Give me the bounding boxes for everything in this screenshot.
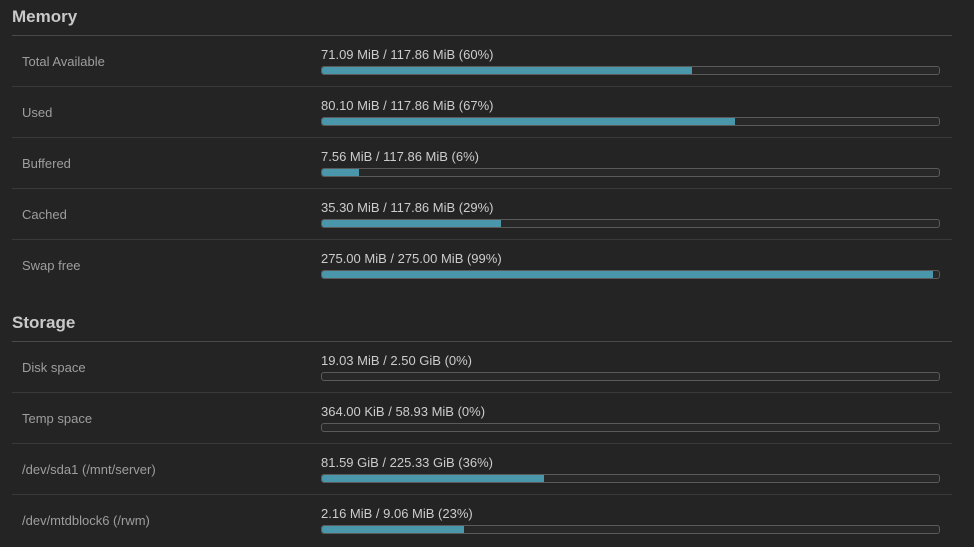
- row-value: 71.09 MiB / 117.86 MiB (60%): [321, 47, 940, 75]
- row-value: 2.16 MiB / 9.06 MiB (23%): [321, 506, 940, 534]
- usage-text: 7.56 MiB / 117.86 MiB (6%): [321, 149, 479, 164]
- section-title: Memory: [12, 2, 952, 36]
- row-label: /dev/mtdblock6 (/rwm): [22, 512, 150, 528]
- usage-text: 81.59 GiB / 225.33 GiB (36%): [321, 455, 493, 470]
- progress-bar: [321, 372, 940, 381]
- section-rows: Disk space 19.03 MiB / 2.50 GiB (0%) Tem…: [12, 342, 952, 545]
- progress-bar: [321, 219, 940, 228]
- row-label: Total Available: [22, 53, 105, 69]
- row-label: Buffered: [22, 155, 71, 171]
- progress-bar: [321, 270, 940, 279]
- status-row: Buffered 7.56 MiB / 117.86 MiB (6%): [12, 138, 952, 189]
- section-title: Storage: [12, 308, 952, 342]
- usage-text: 275.00 MiB / 275.00 MiB (99%): [321, 251, 502, 266]
- row-label: Disk space: [22, 359, 86, 375]
- progress-bar: [321, 66, 940, 75]
- status-row: Swap free 275.00 MiB / 275.00 MiB (99%): [12, 240, 952, 290]
- resource-status-page: Memory Total Available 71.09 MiB / 117.8…: [12, 2, 952, 545]
- status-row: Used 80.10 MiB / 117.86 MiB (67%): [12, 87, 952, 138]
- row-label: Temp space: [22, 410, 93, 426]
- row-value: 19.03 MiB / 2.50 GiB (0%): [321, 353, 940, 381]
- status-section: Storage Disk space 19.03 MiB / 2.50 GiB …: [12, 308, 952, 545]
- status-row: Total Available 71.09 MiB / 117.86 MiB (…: [12, 36, 952, 87]
- status-row: Temp space 364.00 KiB / 58.93 MiB (0%): [12, 393, 952, 444]
- row-label: Swap free: [22, 257, 81, 273]
- progress-fill: [322, 475, 545, 482]
- row-value: 80.10 MiB / 117.86 MiB (67%): [321, 98, 940, 126]
- progress-fill: [322, 118, 736, 125]
- row-value: 7.56 MiB / 117.86 MiB (6%): [321, 149, 940, 177]
- status-row: Cached 35.30 MiB / 117.86 MiB (29%): [12, 189, 952, 240]
- progress-fill: [322, 526, 464, 533]
- progress-bar: [321, 474, 940, 483]
- progress-bar: [321, 525, 940, 534]
- usage-text: 35.30 MiB / 117.86 MiB (29%): [321, 200, 494, 215]
- usage-text: 71.09 MiB / 117.86 MiB (60%): [321, 47, 494, 62]
- progress-fill: [322, 67, 693, 74]
- progress-bar: [321, 423, 940, 432]
- usage-text: 80.10 MiB / 117.86 MiB (67%): [321, 98, 494, 113]
- status-section: Memory Total Available 71.09 MiB / 117.8…: [12, 2, 952, 290]
- row-value: 81.59 GiB / 225.33 GiB (36%): [321, 455, 940, 483]
- row-value: 35.30 MiB / 117.86 MiB (29%): [321, 200, 940, 228]
- row-label: Cached: [22, 206, 67, 222]
- progress-fill: [322, 220, 501, 227]
- progress-fill: [322, 271, 933, 278]
- row-value: 364.00 KiB / 58.93 MiB (0%): [321, 404, 940, 432]
- usage-text: 364.00 KiB / 58.93 MiB (0%): [321, 404, 486, 419]
- status-row: /dev/sda1 (/mnt/server) 81.59 GiB / 225.…: [12, 444, 952, 495]
- section-rows: Total Available 71.09 MiB / 117.86 MiB (…: [12, 36, 952, 290]
- usage-text: 2.16 MiB / 9.06 MiB (23%): [321, 506, 473, 521]
- row-label: /dev/sda1 (/mnt/server): [22, 461, 156, 477]
- progress-bar: [321, 168, 940, 177]
- status-row: Disk space 19.03 MiB / 2.50 GiB (0%): [12, 342, 952, 393]
- status-row: /dev/mtdblock6 (/rwm) 2.16 MiB / 9.06 Mi…: [12, 495, 952, 545]
- usage-text: 19.03 MiB / 2.50 GiB (0%): [321, 353, 473, 368]
- progress-fill: [322, 169, 360, 176]
- progress-bar: [321, 117, 940, 126]
- row-label: Used: [22, 104, 53, 120]
- row-value: 275.00 MiB / 275.00 MiB (99%): [321, 251, 940, 279]
